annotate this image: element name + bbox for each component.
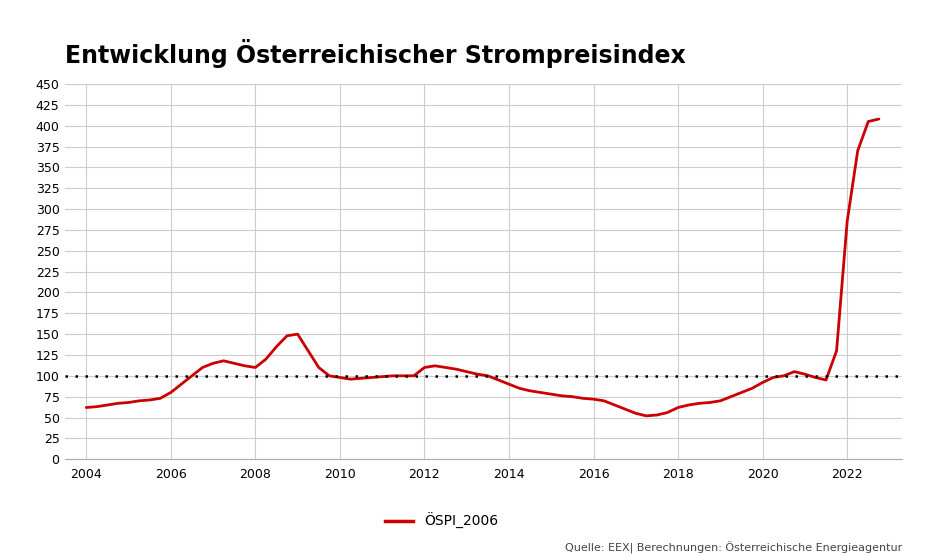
Text: Quelle: EEX| Berechnungen: Österreichische Energieagentur: Quelle: EEX| Berechnungen: Österreichisc… [565, 542, 902, 554]
Text: Entwicklung Österreichischer Strompreisindex: Entwicklung Österreichischer Strompreisi… [65, 39, 685, 68]
Legend: ÖSPI_2006: ÖSPI_2006 [379, 507, 504, 535]
